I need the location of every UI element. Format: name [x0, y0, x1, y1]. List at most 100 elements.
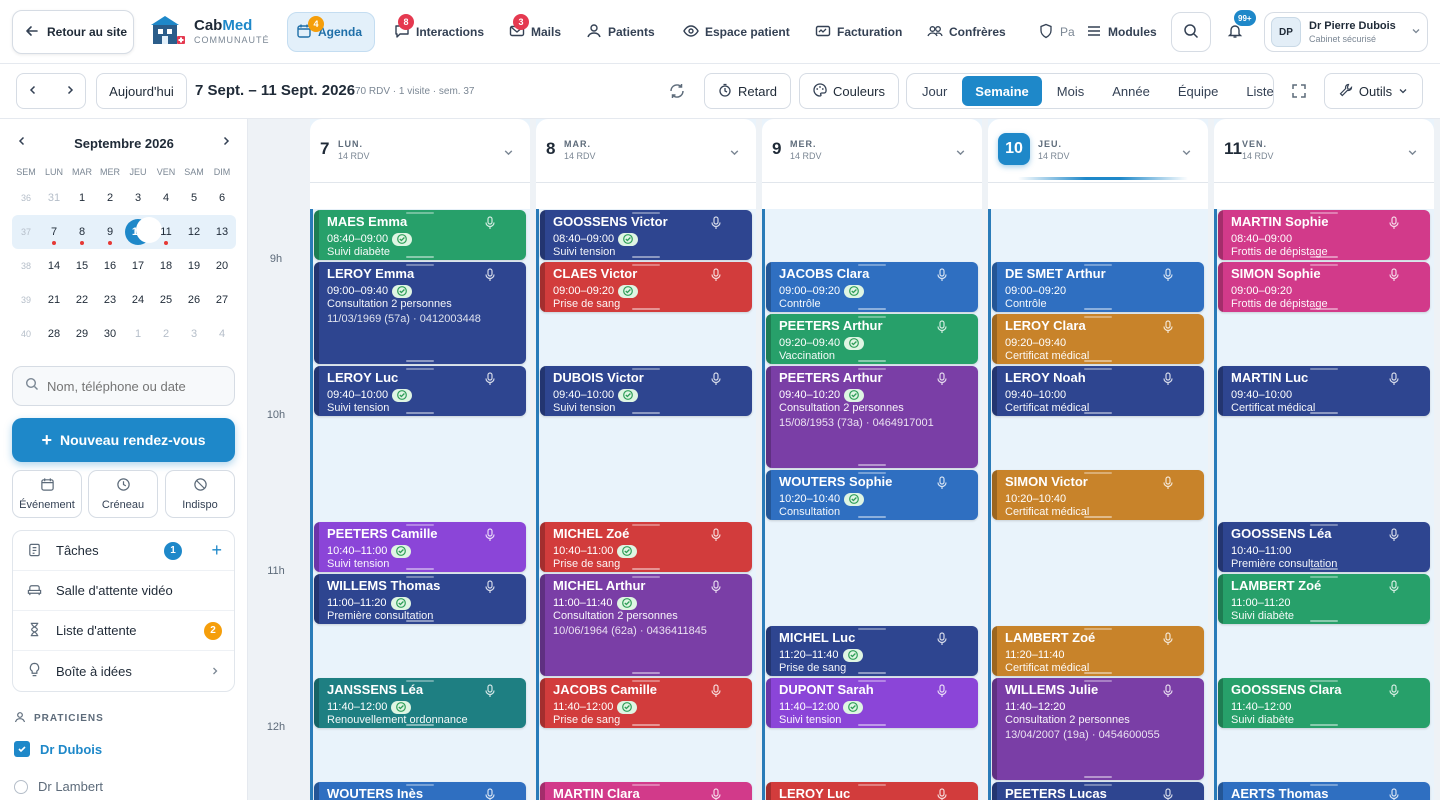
microphone-icon[interactable] — [936, 632, 948, 646]
mini-day[interactable]: 31 — [47, 192, 61, 204]
fullscreen-button[interactable] — [1290, 82, 1308, 105]
appointment-card[interactable]: LAMBERT Zoé 11:20–11:40 Certificat médical — [992, 626, 1204, 676]
nav-tab-mails[interactable]: Mails 3 — [501, 12, 569, 52]
appointment-card[interactable]: JACOBS Clara 09:00–09:20 Contrôle — [766, 262, 978, 312]
microphone-icon[interactable] — [1388, 684, 1400, 698]
resize-handle-top[interactable] — [858, 472, 886, 474]
appointment-card[interactable]: PEETERS Arthur 09:20–09:40 Vaccination — [766, 314, 978, 364]
global-search-button[interactable] — [1171, 12, 1211, 52]
day-header[interactable]: 8 MAR. 14 RDV — [536, 119, 756, 183]
day-column[interactable]: 8 MAR. 14 RDV GOOSSENS Victor 08:40–09:00 Sui… — [536, 119, 756, 800]
sidebar-item-taches[interactable]: Tâches 1 + — [13, 531, 234, 571]
microphone-icon[interactable] — [1388, 788, 1400, 800]
resize-handle-bottom[interactable] — [1310, 412, 1338, 414]
resize-handle-bottom[interactable] — [1084, 516, 1112, 518]
today-button[interactable]: Aujourd'hui — [96, 73, 187, 109]
chevron-down-icon[interactable] — [503, 145, 514, 163]
mini-day[interactable]: 23 — [103, 294, 117, 306]
resize-handle-bottom[interactable] — [632, 568, 660, 570]
resize-handle-top[interactable] — [858, 316, 886, 318]
day-header[interactable]: 7 LUN. 14 RDV — [310, 119, 530, 183]
retard-button[interactable]: Retard — [704, 73, 791, 109]
microphone-icon[interactable] — [1162, 632, 1174, 646]
appointment-card[interactable]: JANSSENS Léa 11:40–12:00 Renouvellement or… — [314, 678, 526, 728]
nav-tab-confreres[interactable]: Confrères — [919, 12, 1014, 52]
appointment-card[interactable]: SIMON Sophie 09:00–09:20 Frottis de dépist… — [1218, 262, 1430, 312]
mini-day[interactable]: 1 — [78, 192, 86, 204]
resize-handle-top[interactable] — [632, 212, 660, 214]
day-header[interactable]: 9 MER. 14 RDV — [762, 119, 982, 183]
resize-handle-top[interactable] — [1310, 524, 1338, 526]
resize-handle-top[interactable] — [1310, 212, 1338, 214]
resize-handle-bottom[interactable] — [1084, 776, 1112, 778]
microphone-icon[interactable] — [484, 268, 496, 282]
chevron-down-icon[interactable] — [1407, 145, 1418, 163]
mini-day[interactable]: 3 — [190, 328, 198, 340]
outils-button[interactable]: Outils — [1324, 73, 1423, 109]
day-column[interactable]: 7 LUN. 14 RDV MAES Emma 08:40–09:00 Suivi dia… — [310, 119, 530, 800]
mini-day[interactable]: 20 — [215, 260, 229, 272]
mini-day[interactable]: 13 — [215, 226, 229, 238]
view-liste[interactable]: Liste — [1233, 76, 1286, 106]
mini-day[interactable]: 25 — [159, 294, 173, 306]
resize-handle-bottom[interactable] — [1310, 568, 1338, 570]
appointment-card[interactable]: GOOSSENS Léa 10:40–11:00 Première consulta… — [1218, 522, 1430, 572]
couleurs-button[interactable]: Couleurs — [799, 73, 899, 109]
day-header[interactable]: 10 JEU. 14 RDV — [988, 119, 1208, 183]
resize-handle-bottom[interactable] — [406, 568, 434, 570]
appointment-card[interactable]: PEETERS Camille 10:40–11:00 Suivi tension — [314, 522, 526, 572]
appointment-card[interactable]: MARTIN Luc 09:40–10:00 Certificat médical — [1218, 366, 1430, 416]
mini-day[interactable]: 30 — [103, 328, 117, 340]
nav-tab-espace-patient[interactable]: Espace patient — [675, 12, 798, 52]
microphone-icon[interactable] — [1162, 320, 1174, 334]
day-column[interactable]: 9 MER. 14 RDV JACOBS Clara 09:00–09:20 Contrô… — [762, 119, 982, 800]
quick-indispo-button[interactable]: Indispo — [165, 470, 235, 518]
resize-handle-top[interactable] — [1084, 680, 1112, 682]
microphone-icon[interactable] — [1388, 580, 1400, 594]
praticien-lambert[interactable]: Dr Lambert — [14, 779, 103, 794]
mini-day[interactable]: 21 — [47, 294, 61, 306]
mini-day[interactable]: 9 — [96, 218, 124, 246]
resize-handle-bottom[interactable] — [632, 412, 660, 414]
appointment-card[interactable]: LAMBERT Zoé 11:00–11:20 Suivi diabète — [1218, 574, 1430, 624]
all-day-row[interactable] — [310, 183, 530, 209]
resize-handle-bottom[interactable] — [1084, 672, 1112, 674]
appointment-card[interactable]: JACOBS Camille 11:40–12:00 Prise de sang — [540, 678, 752, 728]
notifications-button[interactable]: 99+ — [1222, 10, 1256, 46]
resize-handle-top[interactable] — [406, 784, 434, 786]
resize-handle-bottom[interactable] — [858, 360, 886, 362]
resize-handle-top[interactable] — [632, 680, 660, 682]
day-column[interactable]: 11 VEN. 14 RDV MARTIN Sophie 08:40–09:00 Frot… — [1214, 119, 1434, 800]
mini-day[interactable]: 27 — [215, 294, 229, 306]
resize-handle-bottom[interactable] — [1310, 620, 1338, 622]
mini-day[interactable]: 5 — [190, 192, 198, 204]
previous-week-button[interactable] — [27, 84, 39, 99]
refresh-button[interactable] — [668, 82, 686, 105]
appointment-card[interactable]: GOOSSENS Clara 11:40–12:00 Suivi diabète — [1218, 678, 1430, 728]
resize-handle-bottom[interactable] — [406, 620, 434, 622]
microphone-icon[interactable] — [1388, 528, 1400, 542]
quick-evenement-button[interactable]: Événement — [12, 470, 82, 518]
resize-handle-top[interactable] — [632, 784, 660, 786]
appointment-card[interactable]: LEROY Luc 09:40–10:00 Suivi tension — [314, 366, 526, 416]
resize-handle-bottom[interactable] — [858, 724, 886, 726]
resize-handle-top[interactable] — [858, 368, 886, 370]
resize-handle-top[interactable] — [858, 628, 886, 630]
microphone-icon[interactable] — [484, 372, 496, 386]
appointment-card[interactable]: MARTIN Sophie 08:40–09:00 Frottis de dépis… — [1218, 210, 1430, 260]
chevron-down-icon[interactable] — [1181, 145, 1192, 163]
microphone-icon[interactable] — [1388, 268, 1400, 282]
microphone-icon[interactable] — [936, 372, 948, 386]
microphone-icon[interactable] — [1162, 684, 1174, 698]
view-semaine[interactable]: Semaine — [962, 76, 1042, 106]
resize-handle-top[interactable] — [406, 524, 434, 526]
resize-handle-top[interactable] — [858, 784, 886, 786]
search-input[interactable] — [47, 378, 222, 394]
chevron-down-icon[interactable] — [955, 145, 966, 163]
mini-day[interactable]: 15 — [75, 260, 89, 272]
mini-day[interactable]: 26 — [187, 294, 201, 306]
resize-handle-bottom[interactable] — [1084, 360, 1112, 362]
resize-handle-top[interactable] — [1084, 316, 1112, 318]
appointment-card[interactable]: LEROY Clara 09:20–09:40 Certificat médical — [992, 314, 1204, 364]
view-equipe[interactable]: Équipe — [1165, 76, 1231, 106]
